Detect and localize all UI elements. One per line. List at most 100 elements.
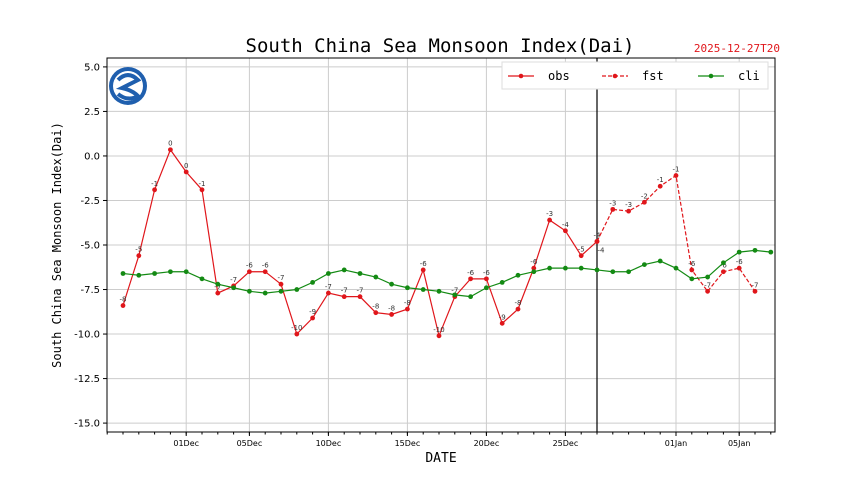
fst-data-label: -7 (752, 281, 759, 289)
cli-point (547, 265, 552, 271)
obs-point (499, 320, 505, 326)
obs-point (247, 269, 252, 275)
obs-data-label: -10 (433, 326, 444, 334)
obs-data-label: -6 (483, 269, 491, 277)
y-tick-label: -7.5 (80, 285, 100, 296)
cli-point (231, 285, 237, 291)
y-axis-label: South China Sea Monsoon Index(Dai) (50, 122, 64, 368)
fst-data-label: -6 (688, 260, 696, 268)
cli-point (373, 274, 379, 280)
cli-point (389, 281, 394, 287)
cli-point (642, 262, 647, 267)
obs-point (373, 310, 379, 316)
obs-point (420, 267, 426, 273)
fst-data-label: -2 (641, 192, 648, 200)
cli-point (183, 269, 189, 275)
obs-point (326, 290, 331, 296)
cli-point (626, 269, 631, 275)
fst-data-label: -7 (704, 281, 711, 289)
obs-data-label: -8 (388, 304, 395, 312)
obs-data-label: -7 (230, 276, 237, 284)
fst-point (721, 269, 726, 275)
fst-point (642, 199, 647, 205)
series-layer: -8-5-100-1-7-7-6 -6-7-10-9-7 -7 -7-8 -8-8-6-… (120, 140, 774, 339)
x-tick-label: 20Dec (474, 439, 500, 448)
obs-data-label: -5 (578, 246, 585, 254)
cli-point (721, 260, 726, 266)
obs-data-label: -7 (278, 274, 285, 282)
obs-data-label: -8 (120, 296, 127, 304)
obs-point (199, 187, 205, 193)
cli-point (563, 265, 568, 271)
obs-point (262, 269, 268, 275)
cli-point (262, 290, 268, 296)
obs-point (310, 315, 315, 321)
fst-point (752, 288, 758, 294)
fst-point (626, 208, 631, 214)
obs-line (122, 148, 598, 338)
fst-data-label: -1 (657, 176, 664, 184)
obs-data-label: -6 (530, 258, 538, 266)
fst-data-label: -3 (609, 199, 616, 207)
obs-point (436, 333, 442, 339)
y-tick-label: 0.0 (84, 151, 100, 162)
fst-data-label: -1 (673, 166, 680, 174)
x-tick-label: 01Jan (665, 439, 688, 448)
obs-point (531, 265, 537, 271)
obs-point (578, 253, 584, 259)
obs-data-label: -8 (515, 299, 522, 307)
fst-point (689, 267, 695, 273)
legend-cli: cli (738, 69, 760, 83)
cli-point (326, 271, 331, 276)
obs-point (389, 312, 394, 317)
fst-point (594, 239, 600, 244)
init-time: 2025-12-27T20 (694, 42, 780, 55)
obs-data-label: -4 (594, 231, 602, 239)
cli-point (689, 276, 695, 282)
cli-point (468, 294, 473, 300)
obs-point (563, 228, 568, 234)
fst-data-label: -6 (736, 258, 744, 266)
cli-point (136, 272, 142, 278)
legend-obs: obs (548, 69, 570, 83)
cli-point (341, 267, 347, 273)
fst-point (736, 265, 742, 271)
axes: 5.0 2.5 0.0 -2.5 -5.0 -7.5 -10.0 -12.5 -15.0 01De… (74, 57, 776, 448)
cli-point (420, 287, 426, 292)
obs-point (120, 303, 126, 308)
legend-fst: fst (642, 69, 664, 83)
cli-point (673, 265, 679, 271)
cli-point (499, 280, 505, 285)
cli-point (484, 285, 489, 291)
obs-data-label: -5 (135, 246, 142, 254)
x-tick-label: 05Dec (237, 439, 263, 448)
cli-point (199, 276, 205, 282)
cli-line (122, 249, 771, 298)
y-tick-label: -12.5 (74, 374, 100, 385)
obs-point (168, 147, 173, 153)
cli-point (594, 267, 600, 273)
cli-point (610, 269, 616, 275)
x-tick-label: 05Jan (728, 439, 751, 448)
obs-data-label: -7 (325, 283, 332, 291)
obs-data-label: -7 (357, 287, 364, 295)
plot-frame (106, 57, 776, 433)
obs-point (152, 187, 158, 193)
x-tick-label: 15Dec (395, 439, 421, 448)
cli-point (515, 272, 521, 278)
obs-point (136, 253, 142, 259)
obs-point (547, 217, 552, 223)
cli-point (310, 280, 315, 285)
cli-point (705, 274, 710, 280)
logo-icon (109, 67, 147, 105)
cli-point (357, 271, 363, 276)
obs-data-label: -6 (420, 260, 428, 268)
cli-point (578, 265, 584, 271)
obs-point (484, 276, 489, 282)
cli-point (215, 281, 221, 287)
chart-title: South China Sea Monsoon Index(Dai) (246, 35, 635, 57)
x-tick-label: 01Dec (173, 439, 199, 448)
obs-point (357, 294, 363, 300)
legend-marker-cli (708, 73, 714, 79)
